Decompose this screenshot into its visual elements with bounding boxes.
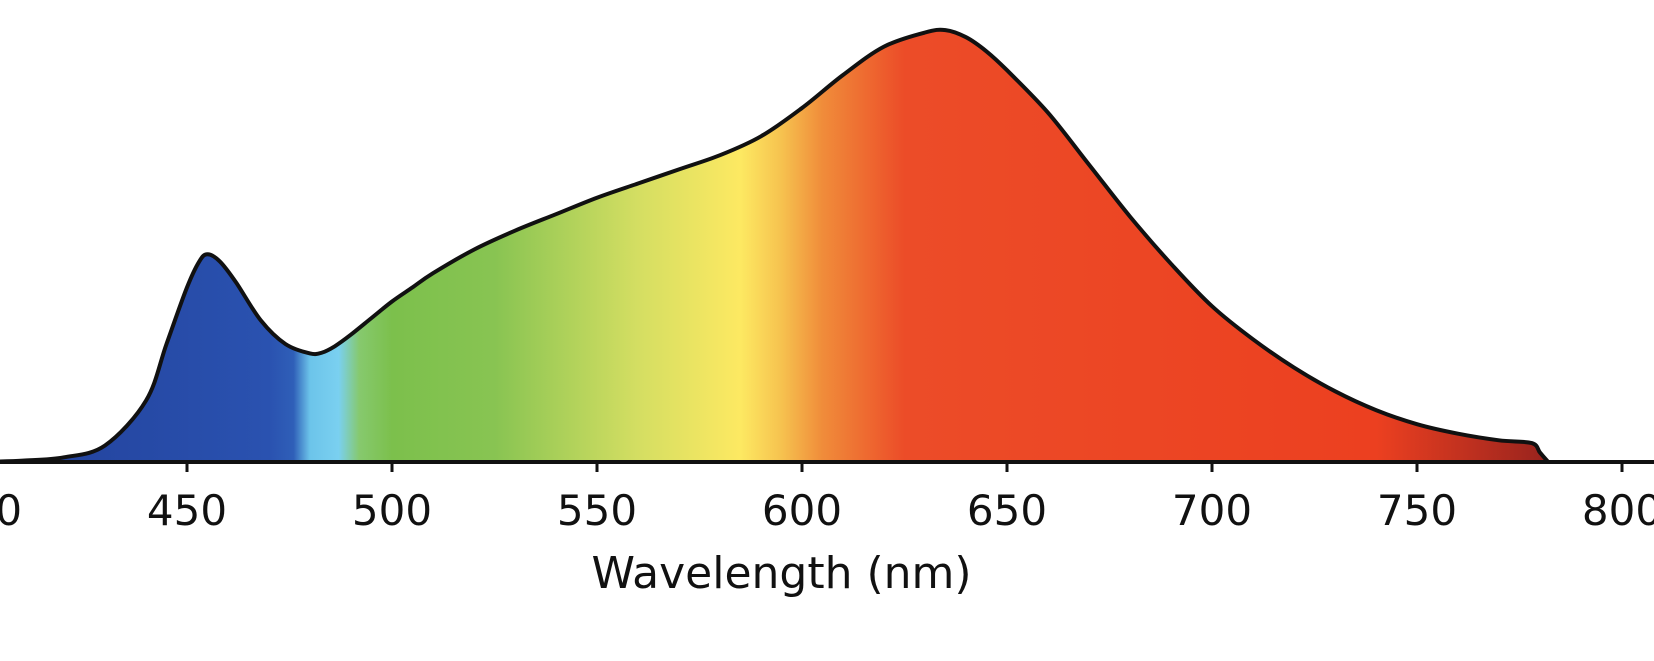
x-tick-label: 700 [1172, 486, 1252, 535]
spectrum-outline [0, 27, 1550, 464]
spectrum-area [0, 29, 1549, 462]
x-tick-label: 600 [762, 486, 842, 535]
x-tick-label: 800 [1582, 486, 1654, 535]
x-tick-label: 500 [352, 486, 432, 535]
x-tick-label: 550 [557, 486, 637, 535]
x-tick-label: 650 [967, 486, 1047, 535]
x-axis-title: Wavelength (nm) [591, 548, 971, 599]
x-tick-label: 400 [0, 486, 22, 535]
x-tick-label: 450 [147, 486, 227, 535]
x-tick-label: 750 [1377, 486, 1457, 535]
